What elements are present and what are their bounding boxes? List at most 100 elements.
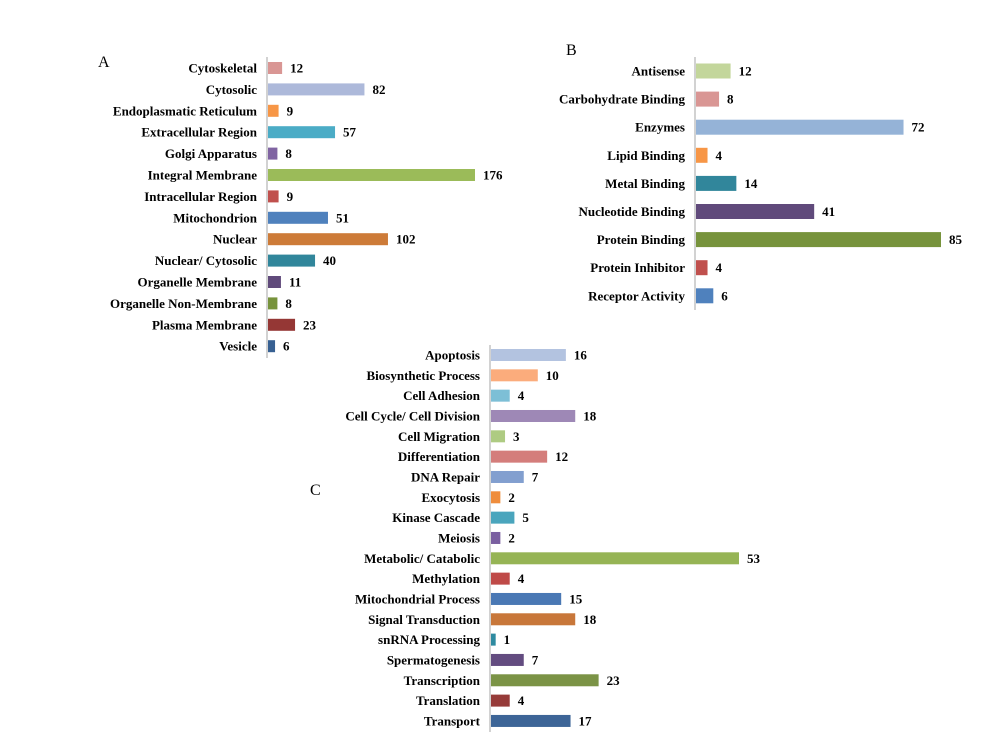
bar [268,318,296,331]
bar [491,349,566,361]
data-label: 8 [727,92,734,107]
category-label: Cell Cycle/ Cell Division [345,408,480,423]
panel-label: A [98,54,110,71]
data-label: 4 [518,693,525,708]
data-label: 3 [513,429,520,444]
bar [268,276,281,288]
category-label: Antisense [632,64,686,79]
data-label: 12 [739,64,752,79]
data-label: 4 [518,388,525,403]
bar [491,653,524,666]
bar [696,175,737,191]
category-label: Cytosolic [206,82,258,97]
category-label: snRNA Processing [378,632,480,647]
category-label: Meiosis [438,530,480,545]
category-label: Methylation [412,571,481,586]
data-label: 72 [912,120,925,135]
panel-label: C [310,482,321,499]
bar [491,369,538,382]
data-label: 40 [323,253,336,268]
data-label: 53 [747,551,761,566]
data-label: 2 [508,490,515,505]
category-label: Metal Binding [605,176,685,191]
category-label: Apoptosis [425,348,480,363]
category-label: Organelle Membrane [138,275,258,290]
category-label: Organelle Non-Membrane [110,296,257,311]
category-label: Extracellular Region [141,125,257,140]
bar [696,63,731,79]
data-label: 7 [532,469,539,484]
bar [491,592,562,605]
data-label: 41 [822,204,835,219]
bar [491,450,548,463]
category-label: Protein Binding [597,232,686,247]
data-label: 18 [583,408,597,423]
category-label: Receptor Activity [588,288,685,303]
category-label: Spermatogenesis [387,652,480,667]
bar [696,204,815,219]
data-label: 51 [336,210,349,225]
data-label: 102 [396,232,416,247]
data-label: 8 [285,146,292,161]
category-label: Transport [424,713,481,728]
bar [696,288,714,304]
category-label: Endoplasmatic Reticulum [113,103,257,118]
category-label: Cell Adhesion [403,388,481,403]
data-label: 82 [372,82,385,97]
panel-c: C Apoptosis 16 Biosynthetic Process 10 Cell A… [310,345,761,732]
data-label: 7 [532,652,539,667]
category-label: Nucleotide Binding [578,204,685,219]
category-label: Nuclear/ Cytosolic [155,253,257,268]
data-label: 1 [504,632,511,647]
bar [696,232,941,248]
category-label: DNA Repair [411,469,480,484]
data-label: 15 [569,591,583,606]
bar [491,674,599,687]
category-label: Exocytosis [422,490,481,505]
bar [696,91,720,107]
data-label: 12 [290,61,303,76]
data-label: 11 [289,275,301,290]
bar [491,389,510,402]
bar [268,104,279,117]
bar [268,147,278,160]
category-label: Kinase Cascade [392,510,480,525]
data-label: 8 [285,296,292,311]
data-label: 12 [555,449,568,464]
data-label: 17 [579,713,593,728]
bar [268,169,475,181]
data-label: 16 [574,348,588,363]
data-label: 14 [744,176,758,191]
data-label: 176 [483,168,503,183]
bar [268,233,388,246]
bar [491,511,515,524]
category-label: Cell Migration [398,429,481,444]
bar [268,190,279,203]
category-label: Mitochondrial Process [355,591,480,606]
data-label: 2 [508,530,515,545]
bar [268,254,316,267]
data-label: 23 [607,673,621,688]
bar [268,211,328,224]
category-label: Lipid Binding [607,148,685,163]
panel-a: A Cytoskeletal 12 Cytosolic 82 Endoplasmatic … [98,54,503,358]
category-label: Plasma Membrane [152,317,257,332]
panel-label: B [566,42,577,59]
bar [268,83,365,96]
bar [491,613,576,626]
category-label: Mitochondrion [173,210,258,225]
data-label: 4 [518,571,525,586]
bar [268,62,283,74]
bar [491,491,501,504]
data-label: 4 [716,260,723,275]
data-label: 18 [583,612,597,627]
data-label: 23 [303,317,317,332]
category-label: Transcription [404,673,481,688]
category-label: Differentiation [398,449,481,464]
bar [268,340,276,353]
data-label: 6 [283,339,290,354]
panel-b: B Antisense 12 Carbohydrate Binding 8 Enzymes… [559,42,963,310]
bar [491,633,496,646]
category-label: Vesicle [219,339,257,354]
